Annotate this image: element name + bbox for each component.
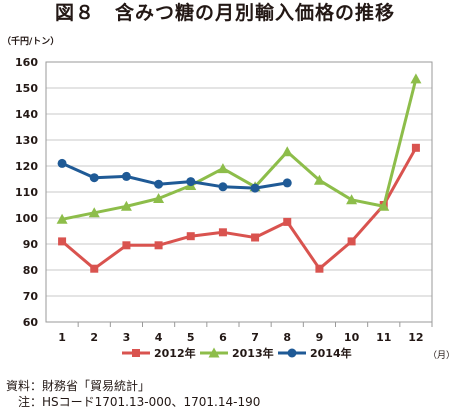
line-chart: （千円/トン） （月） 6070809010011012013014015016… [2, 35, 450, 361]
data-point [57, 158, 67, 168]
data-point [313, 174, 325, 185]
data-point [346, 194, 358, 205]
legend-label: 2014年 [310, 346, 352, 360]
data-point [218, 228, 227, 237]
data-point [315, 264, 324, 273]
data-point [250, 183, 260, 193]
legend-label: 2013年 [232, 346, 274, 360]
data-point [89, 173, 99, 183]
series-layer [56, 73, 422, 273]
x-tick-label: 6 [219, 331, 227, 344]
x-tick-label: 10 [344, 331, 360, 344]
x-tick-label: 12 [408, 331, 423, 344]
gridlines [46, 61, 432, 323]
y-axis-ticks: 60 70 80 90 100 110 120 130 140 150 160 [15, 56, 38, 329]
series-2014年 [57, 158, 292, 193]
data-point [281, 146, 293, 157]
y-tick-label: 130 [15, 134, 38, 147]
data-point [218, 182, 228, 192]
x-tick-label: 3 [123, 331, 131, 344]
data-point [217, 163, 229, 174]
x-tick-label: 4 [155, 331, 163, 344]
x-tick-label: 2 [90, 331, 98, 344]
x-tick-label: 5 [187, 331, 195, 344]
y-tick-label: 80 [23, 264, 39, 277]
data-point [121, 171, 131, 181]
x-tick-label: 1 [58, 331, 66, 344]
legend-label: 2012年 [154, 346, 196, 360]
data-point [347, 237, 356, 246]
data-point [88, 207, 100, 218]
chart-title: 図８ 含みつ糖の月別輸入価格の推移 [54, 2, 395, 24]
data-point [186, 232, 195, 241]
hs-code-note: 注：HSコード1701.13-000、1701.14-190 [6, 395, 261, 409]
y-tick-label: 150 [15, 82, 38, 95]
legend-marker [208, 347, 220, 358]
data-point [186, 177, 196, 187]
series-line [61, 147, 418, 271]
y-tick-label: 120 [15, 160, 38, 173]
data-point [282, 178, 292, 188]
x-tick-label: 7 [251, 331, 259, 344]
data-point [122, 241, 131, 250]
footer: 資料：財務省「貿易統計」 注：HSコード1701.13-000、1701.14-… [6, 378, 260, 410]
data-point [154, 241, 163, 250]
data-point [411, 143, 420, 152]
y-unit-label: （千円/トン） [2, 35, 59, 47]
series-line [61, 162, 288, 190]
y-tick-label: 160 [15, 56, 38, 69]
data-point [153, 193, 165, 203]
x-axis-ticks: 1 2 3 4 5 6 7 8 9 10 11 12 [58, 322, 433, 344]
data-point [90, 264, 99, 273]
legend: 2012年 2013年 2014年 [122, 346, 352, 360]
x-tick-label: 9 [316, 331, 324, 344]
data-point [283, 217, 292, 226]
data-point [378, 200, 390, 211]
y-tick-label: 110 [15, 186, 38, 199]
source-note: 資料：財務省「貿易統計」 [6, 379, 151, 393]
legend-marker [287, 348, 297, 358]
x-tick-label: 8 [283, 331, 291, 344]
data-point [120, 200, 132, 211]
data-point [58, 237, 67, 246]
y-tick-label: 100 [15, 212, 38, 225]
data-point [154, 179, 164, 189]
data-point [56, 213, 68, 224]
series-2013年 [56, 73, 422, 224]
y-tick-label: 140 [15, 108, 38, 121]
y-tick-label: 60 [23, 316, 39, 329]
x-unit-label: （月） [428, 350, 450, 361]
y-tick-label: 70 [23, 290, 39, 303]
data-point [251, 233, 260, 242]
x-tick-label: 11 [376, 331, 391, 344]
y-tick-label: 90 [23, 238, 39, 251]
data-point [410, 73, 422, 84]
series-line [61, 78, 418, 221]
legend-marker [132, 349, 140, 357]
